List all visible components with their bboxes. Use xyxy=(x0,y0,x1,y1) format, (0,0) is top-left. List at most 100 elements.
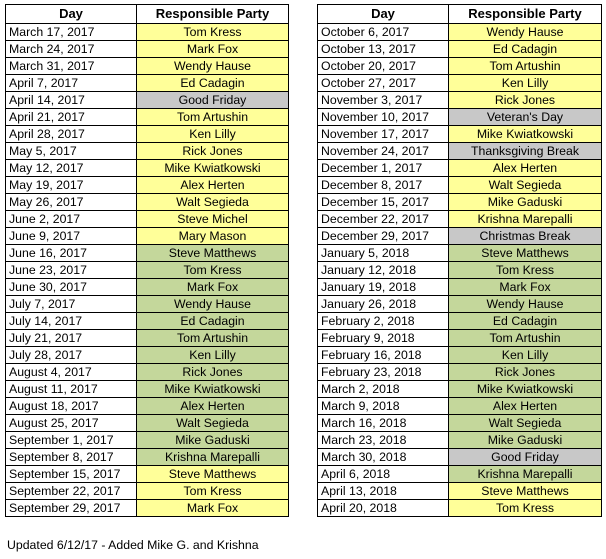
table-row: June 23, 2017 Tom Kress xyxy=(5,261,289,279)
responsible-party-cell: Ed Cadagin xyxy=(136,312,289,330)
responsible-party-cell: Mike Kwiatkowski xyxy=(448,380,602,398)
table-row: March 24, 2017 Mark Fox xyxy=(5,40,289,58)
day-cell: October 27, 2017 xyxy=(317,74,449,92)
table-row: May 19, 2017 Alex Herten xyxy=(5,176,289,194)
responsible-party-cell: Wendy Hause xyxy=(136,57,289,75)
responsible-party-cell: Krishna Marepalli xyxy=(448,465,602,483)
responsible-party-cell: Mike Gaduski xyxy=(136,431,289,449)
table-row: February 16, 2018 Ken Lilly xyxy=(317,346,602,364)
responsible-party-cell: Ed Cadagin xyxy=(448,312,602,330)
day-cell: November 24, 2017 xyxy=(317,142,449,160)
responsible-party-cell: Steve Matthews xyxy=(448,244,602,262)
table-row: February 9, 2018 Tom Artushin xyxy=(317,329,602,347)
responsible-party-cell: Ken Lilly xyxy=(136,125,289,143)
table-row: April 14, 2017 Good Friday xyxy=(5,91,289,109)
day-header: Day xyxy=(317,4,449,24)
day-cell: January 19, 2018 xyxy=(317,278,449,296)
responsible-party-cell: Steve Matthews xyxy=(448,482,602,500)
table-row: October 20, 2017 Tom Artushin xyxy=(317,57,602,75)
table-row: November 24, 2017 Thanksgiving Break xyxy=(317,142,602,160)
responsible-party-cell: Wendy Hause xyxy=(448,295,602,313)
responsible-party-cell: Tom Kress xyxy=(448,261,602,279)
table-row: November 17, 2017 Mike Kwiatkowski xyxy=(317,125,602,143)
table-row: January 19, 2018 Mark Fox xyxy=(317,278,602,296)
responsible-party-cell: Tom Kress xyxy=(448,499,602,517)
day-cell: September 22, 2017 xyxy=(5,482,137,500)
responsible-party-cell: Ken Lilly xyxy=(136,346,289,364)
table-row: March 17, 2017 Tom Kress xyxy=(5,23,289,41)
table-row: March 30, 2018 Good Friday xyxy=(317,448,602,466)
table-row: September 1, 2017 Mike Gaduski xyxy=(5,431,289,449)
table-row: May 5, 2017 Rick Jones xyxy=(5,142,289,160)
responsible-party-cell: Ken Lilly xyxy=(448,74,602,92)
day-cell: August 11, 2017 xyxy=(5,380,137,398)
table-row: July 14, 2017 Ed Cadagin xyxy=(5,312,289,330)
table-row: February 23, 2018 Rick Jones xyxy=(317,363,602,381)
responsible-party-cell: Tom Artushin xyxy=(448,329,602,347)
day-cell: March 2, 2018 xyxy=(317,380,449,398)
day-cell: March 31, 2017 xyxy=(5,57,137,75)
table-row: September 8, 2017 Krishna Marepalli xyxy=(5,448,289,466)
day-cell: November 17, 2017 xyxy=(317,125,449,143)
day-cell: October 20, 2017 xyxy=(317,57,449,75)
header-row: Day Responsible Party xyxy=(5,4,289,24)
table-row: June 16, 2017 Steve Matthews xyxy=(5,244,289,262)
responsible-party-cell: Mary Mason xyxy=(136,227,289,245)
responsible-party-cell: Rick Jones xyxy=(136,363,289,381)
schedule-body-right: October 6, 2017 Wendy Hause October 13, 20… xyxy=(317,23,602,517)
day-cell: April 21, 2017 xyxy=(5,108,137,126)
responsible-party-cell: Steve Matthews xyxy=(136,465,289,483)
day-cell: June 9, 2017 xyxy=(5,227,137,245)
responsible-party-cell: Mike Kwiatkowski xyxy=(136,159,289,177)
table-row: August 11, 2017 Mike Kwiatkowski xyxy=(5,380,289,398)
table-row: August 25, 2017 Walt Segieda xyxy=(5,414,289,432)
day-cell: May 12, 2017 xyxy=(5,159,137,177)
responsible-party-cell: Mike Gaduski xyxy=(448,193,602,211)
day-cell: March 17, 2017 xyxy=(5,23,137,41)
table-row: September 22, 2017 Tom Kress xyxy=(5,482,289,500)
table-row: September 15, 2017 Steve Matthews xyxy=(5,465,289,483)
day-cell: July 7, 2017 xyxy=(5,295,137,313)
responsible-party-cell: Mike Kwiatkowski xyxy=(448,125,602,143)
day-cell: October 6, 2017 xyxy=(317,23,449,41)
responsible-party-cell: Walt Segieda xyxy=(448,176,602,194)
responsible-party-cell: Walt Segieda xyxy=(136,414,289,432)
day-cell: March 16, 2018 xyxy=(317,414,449,432)
day-cell: December 1, 2017 xyxy=(317,159,449,177)
table-row: January 26, 2018 Wendy Hause xyxy=(317,295,602,313)
responsible-party-cell: Ken Lilly xyxy=(448,346,602,364)
table-row: April 6, 2018 Krishna Marepalli xyxy=(317,465,602,483)
table-row: March 2, 2018 Mike Kwiatkowski xyxy=(317,380,602,398)
day-header: Day xyxy=(5,4,137,24)
responsible-party-cell: Mark Fox xyxy=(448,278,602,296)
day-cell: April 6, 2018 xyxy=(317,465,449,483)
table-row: April 7, 2017 Ed Cadagin xyxy=(5,74,289,92)
schedule-table-right: Day Responsible Party October 6, 2017 Wen… xyxy=(317,4,602,517)
table-row: June 9, 2017 Mary Mason xyxy=(5,227,289,245)
responsible-party-cell: Mike Kwiatkowski xyxy=(136,380,289,398)
table-row: January 12, 2018 Tom Kress xyxy=(317,261,602,279)
header-row: Day Responsible Party xyxy=(317,4,602,24)
responsible-party-cell: Steve Matthews xyxy=(136,244,289,262)
table-row: October 27, 2017 Ken Lilly xyxy=(317,74,602,92)
responsible-party-cell: Christmas Break xyxy=(448,227,602,245)
update-note: Updated 6/12/17 - Added Mike G. and Kris… xyxy=(7,538,259,552)
table-row: March 31, 2017 Wendy Hause xyxy=(5,57,289,75)
day-cell: April 7, 2017 xyxy=(5,74,137,92)
responsible-party-cell: Good Friday xyxy=(136,91,289,109)
responsible-party-cell: Thanksgiving Break xyxy=(448,142,602,160)
day-cell: December 22, 2017 xyxy=(317,210,449,228)
day-cell: October 13, 2017 xyxy=(317,40,449,58)
table-row: July 7, 2017 Wendy Hause xyxy=(5,295,289,313)
day-cell: May 5, 2017 xyxy=(5,142,137,160)
table-row: April 20, 2018 Tom Kress xyxy=(317,499,602,517)
day-cell: February 23, 2018 xyxy=(317,363,449,381)
table-row: September 29, 2017 Mark Fox xyxy=(5,499,289,517)
day-cell: June 16, 2017 xyxy=(5,244,137,262)
table-row: March 16, 2018 Walt Segieda xyxy=(317,414,602,432)
table-row: April 28, 2017 Ken Lilly xyxy=(5,125,289,143)
day-cell: December 15, 2017 xyxy=(317,193,449,211)
day-cell: August 4, 2017 xyxy=(5,363,137,381)
day-cell: February 2, 2018 xyxy=(317,312,449,330)
table-row: October 6, 2017 Wendy Hause xyxy=(317,23,602,41)
